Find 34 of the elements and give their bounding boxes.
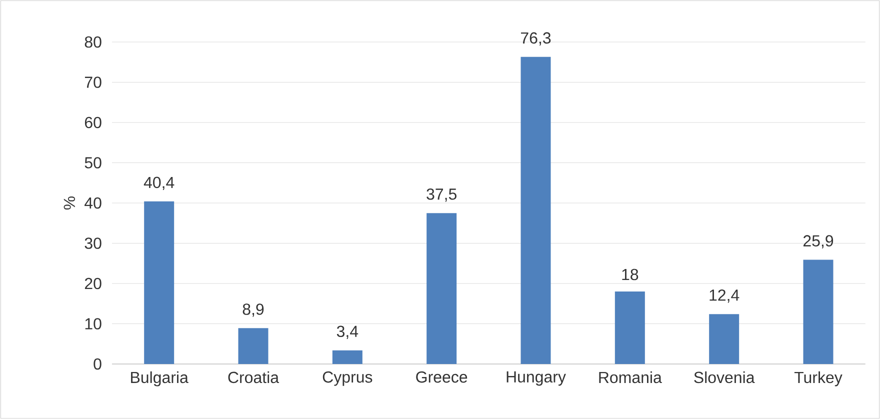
x-tick-label: Turkey [794, 371, 842, 386]
y-tick-label: 70 [84, 76, 102, 88]
bar [520, 56, 551, 364]
y-tick-label: 0 [94, 358, 102, 370]
bar [614, 292, 645, 364]
y-tick-label: 40 [84, 197, 102, 209]
bar [709, 314, 740, 364]
x-tick-label: Bulgaria [131, 371, 188, 386]
x-tick-label: Greece [416, 371, 468, 383]
y-axis-title: % [64, 196, 75, 210]
data-label: 40,4 [144, 176, 174, 190]
bar [803, 260, 834, 364]
y-tick-label: 80 [84, 36, 102, 48]
y-tick-label: 30 [84, 238, 102, 249]
x-tick-label: Slovenia [694, 371, 755, 384]
y-tick-label: 10 [85, 318, 102, 330]
y-tick-label: 60 [84, 116, 102, 128]
data-label: 25,9 [803, 235, 834, 248]
bar [144, 201, 174, 364]
data-label: 8,9 [242, 304, 264, 317]
data-label: 76,3 [520, 32, 551, 46]
bar [426, 213, 457, 364]
bar [238, 328, 268, 364]
data-label: 12,4 [710, 290, 740, 303]
x-tick-label: Cyprus [322, 371, 372, 386]
x-tick-label: Hungary [506, 371, 566, 386]
y-tick-label: 50 [84, 157, 102, 168]
bar [332, 350, 362, 364]
data-label: 37,5 [426, 188, 456, 202]
x-tick-label: Romania [599, 371, 662, 384]
data-label: 3,4 [336, 326, 358, 339]
x-tick-label: Croatia [228, 371, 280, 384]
data-label: 18 [622, 268, 638, 280]
y-tick-label: 20 [84, 278, 102, 290]
